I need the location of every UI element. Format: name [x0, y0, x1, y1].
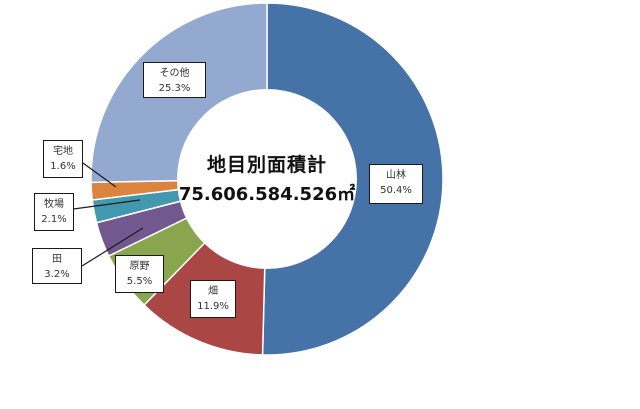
data-label-sanrin: 山林 50.4% — [369, 164, 423, 204]
label-pct: 50.4% — [380, 185, 412, 196]
label-pct: 3.2% — [44, 269, 70, 280]
label-pct: 25.3% — [158, 83, 191, 94]
label-name: 田 — [52, 254, 62, 265]
label-pct: 11.9% — [197, 301, 229, 312]
data-label-ta: 田 3.2% — [32, 248, 82, 284]
donut-hole — [177, 89, 357, 269]
data-label-bokujo: 牧場 2.1% — [34, 193, 74, 231]
label-name: 宅地 — [53, 146, 73, 157]
label-pct: 5.5% — [126, 276, 153, 287]
leader-line-bokujo — [65, 199, 141, 211]
data-label-sonota: その他 25.3% — [143, 62, 206, 98]
label-name: 山林 — [386, 170, 406, 181]
label-pct: 2.1% — [41, 214, 67, 225]
data-label-genya: 原野 5.5% — [115, 255, 164, 293]
center-title: 地目別面積計 — [206, 154, 327, 176]
label-name: その他 — [159, 68, 190, 79]
leader-line-ta — [81, 227, 144, 267]
label-name: 畑 — [208, 286, 218, 297]
label-name: 原野 — [129, 261, 150, 272]
data-label-takuchi: 宅地 1.6% — [43, 140, 83, 178]
label-name: 牧場 — [44, 199, 64, 210]
center-total-area: 75.606.584.526㎡ — [178, 184, 356, 205]
label-pct: 1.6% — [50, 161, 76, 172]
data-label-hata: 畑 11.9% — [190, 280, 236, 318]
